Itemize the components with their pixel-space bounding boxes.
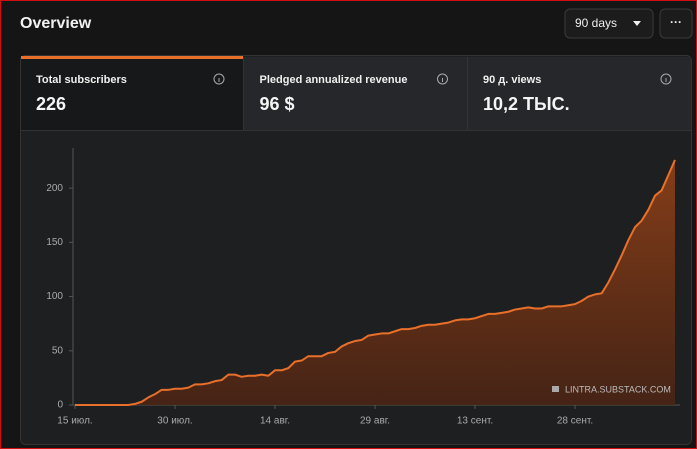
y-tick-label: 100 <box>46 291 63 302</box>
area <box>75 159 675 405</box>
card-value: 96 $ <box>260 94 295 114</box>
x-tick-label: 14 авг. <box>260 416 290 427</box>
x-tick-label: 29 авг. <box>360 416 390 427</box>
watermark: LINTRA.SUBSTACK.COM <box>565 384 671 394</box>
active-indicator <box>21 56 243 59</box>
y-tick-label: 150 <box>46 237 63 248</box>
card-label: 90 д. views <box>483 74 541 86</box>
x-tick-label: 15 июл. <box>57 416 92 427</box>
y-tick-label: 0 <box>57 400 63 411</box>
page-title: Overview <box>20 15 92 32</box>
card-value: 226 <box>36 94 66 114</box>
card[interactable] <box>468 57 691 130</box>
more-button[interactable] <box>659 8 693 39</box>
watermark-icon <box>552 386 559 392</box>
y-tick-label: 200 <box>46 183 63 194</box>
card-active[interactable] <box>21 57 243 130</box>
info-icon <box>213 73 225 85</box>
period-dropdown[interactable] <box>564 8 654 39</box>
line <box>75 159 676 406</box>
card[interactable] <box>244 57 467 130</box>
more-label[interactable]: ··· <box>670 15 682 29</box>
info-icon <box>437 73 448 85</box>
y-tick-label: 50 <box>52 345 64 356</box>
chart: 0 50 100 150 200 15 июл. 30 июл. 14 авг. 29 авг.… <box>46 148 680 427</box>
card-label: Total subscribers <box>36 74 127 86</box>
info-icon <box>660 73 672 85</box>
x-tick-label: 28 сент. <box>557 416 593 427</box>
period-label[interactable]: 90 days <box>575 16 617 30</box>
dropdown-arrow <box>633 21 641 26</box>
x-tick-label: 13 сент. <box>457 416 493 427</box>
x-tick-label: 30 июл. <box>157 416 192 427</box>
card-value: 10,2 ТЫС. <box>483 94 570 114</box>
cards: Total subscribers 226 Pledged annualized r… <box>36 73 672 114</box>
card-label: Pledged annualized revenue <box>260 74 408 86</box>
